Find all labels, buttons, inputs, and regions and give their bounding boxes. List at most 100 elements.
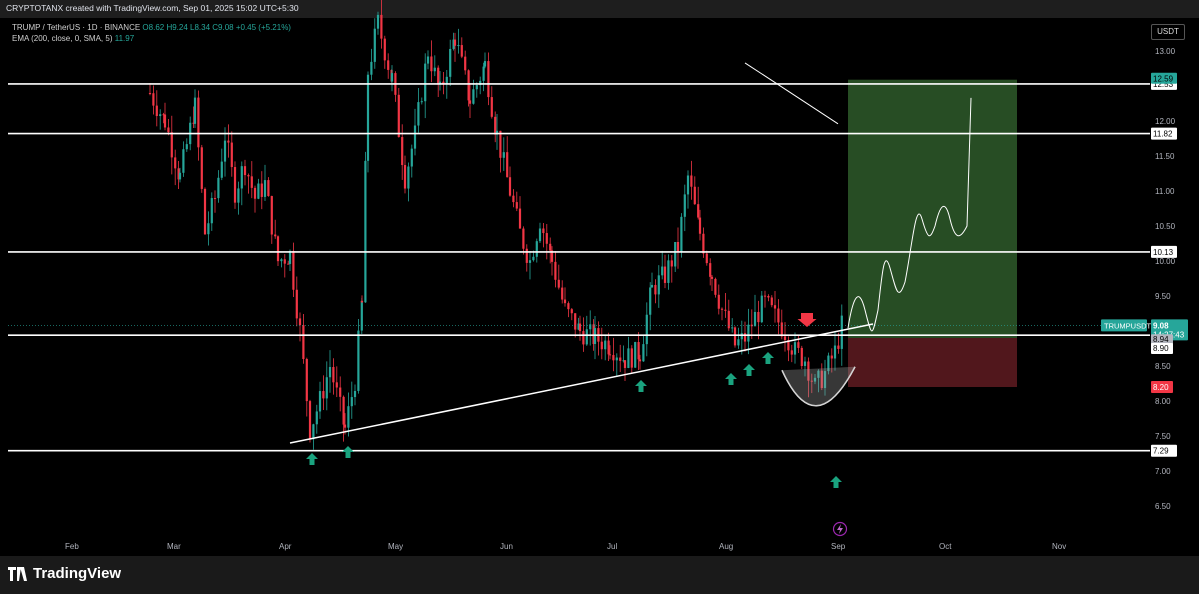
- level-price-label: 12.53: [1153, 80, 1174, 89]
- candle-body: [467, 70, 470, 101]
- candle-body: [724, 309, 727, 311]
- candle-body: [710, 276, 714, 279]
- stop-zone: [848, 338, 1017, 387]
- red-down-arrow-icon: [797, 313, 817, 327]
- candle-body: [753, 311, 757, 327]
- y-tick-label: 10.00: [1155, 257, 1176, 266]
- candle-body: [343, 424, 347, 428]
- lightning-bolt-icon: [837, 524, 843, 534]
- candle-body: [495, 130, 499, 135]
- candle-body: [515, 202, 518, 209]
- x-tick-label: May: [388, 542, 403, 551]
- candle-body: [622, 360, 625, 362]
- level-price-tag: [1151, 444, 1177, 457]
- candle-body: [709, 263, 712, 277]
- candle-body: [413, 125, 417, 149]
- entry-price-tag: [1151, 343, 1173, 354]
- tradingview-logo[interactable]: TradingView: [8, 565, 121, 582]
- x-tick-label: Jul: [607, 542, 617, 551]
- candle-body: [328, 367, 332, 378]
- candle-body: [630, 348, 633, 368]
- candle-body: [667, 260, 670, 283]
- target-price-label: 12.59: [1153, 75, 1174, 84]
- candle-body: [502, 152, 505, 158]
- author-line: CRYPTOTANX created with TradingView.com,…: [6, 3, 299, 13]
- candle-body: [213, 198, 217, 200]
- candle-body: [260, 183, 263, 197]
- candle-body: [550, 250, 554, 262]
- candle-body: [233, 167, 237, 203]
- candle-body: [532, 256, 535, 261]
- candle-body: [464, 56, 467, 71]
- descending-line: [744, 62, 839, 125]
- green-up-arrow-icon: [743, 364, 755, 376]
- candle-body: [623, 360, 627, 368]
- candle-body: [693, 186, 696, 205]
- x-tick-label: Apr: [279, 542, 292, 551]
- candle-body: [237, 188, 240, 203]
- candle-body: [499, 130, 502, 158]
- candle-body: [697, 204, 700, 218]
- candle-body: [783, 336, 787, 340]
- candle-body: [645, 314, 648, 345]
- candle-body: [360, 300, 364, 303]
- candle-body: [339, 387, 342, 397]
- candle-body: [720, 308, 724, 310]
- candle-body: [483, 61, 487, 67]
- candle-body: [763, 295, 767, 297]
- candle-body: [223, 140, 227, 162]
- candle-body: [674, 242, 677, 267]
- candle-body: [777, 308, 780, 323]
- level-price-tag: [1151, 245, 1177, 258]
- x-tick-label: Mar: [167, 542, 181, 551]
- candle-body: [512, 195, 515, 203]
- candle-body: [830, 355, 833, 359]
- candle-body: [592, 324, 595, 344]
- candle-body: [582, 331, 585, 345]
- candle-body: [607, 340, 610, 355]
- x-tick-label: Oct: [939, 542, 952, 551]
- candle-body: [567, 303, 570, 310]
- candle-body: [193, 97, 197, 124]
- candle-body: [787, 339, 790, 351]
- candle-body: [383, 38, 386, 61]
- candle-body: [373, 28, 376, 62]
- candle-body: [407, 166, 410, 189]
- candle-body: [508, 177, 512, 196]
- candle-body: [250, 176, 253, 188]
- currency-button[interactable]: USDT: [1151, 24, 1185, 40]
- candle-body: [549, 243, 552, 251]
- y-tick-label: 12.00: [1155, 117, 1176, 126]
- candle-body: [298, 318, 302, 326]
- candle-body: [332, 367, 335, 383]
- candle-body: [817, 370, 820, 378]
- candle-body: [642, 344, 645, 362]
- candle-body: [578, 323, 582, 332]
- y-tick-label: 8.50: [1155, 362, 1171, 371]
- candle-body: [833, 345, 837, 359]
- candle-body: [159, 114, 162, 117]
- candle-body: [634, 342, 637, 368]
- candle-body: [240, 166, 243, 189]
- candle-body: [663, 266, 667, 283]
- candle-body: [387, 60, 390, 70]
- target-zone: [848, 79, 1017, 338]
- candle-body: [350, 397, 353, 407]
- y-tick-label: 7.50: [1155, 432, 1171, 441]
- level-price-label: 7.29: [1153, 447, 1169, 456]
- candle-body: [360, 300, 363, 331]
- candle-body: [192, 122, 195, 124]
- candle-body: [270, 196, 273, 235]
- symbol-tag: [1101, 319, 1147, 332]
- candle-body: [479, 80, 482, 86]
- tradingview-logo-icon: [8, 566, 28, 581]
- candle-body: [705, 253, 708, 264]
- candle-body: [167, 127, 170, 133]
- candle-body: [686, 175, 690, 195]
- candle-body: [487, 61, 490, 98]
- candle-body: [243, 166, 247, 176]
- x-tick-label: Nov: [1052, 542, 1066, 551]
- candle-body: [538, 228, 542, 242]
- candle-body: [650, 284, 654, 288]
- price-chart[interactable]: 6.507.007.508.008.509.009.5010.0010.5011…: [0, 0, 1199, 556]
